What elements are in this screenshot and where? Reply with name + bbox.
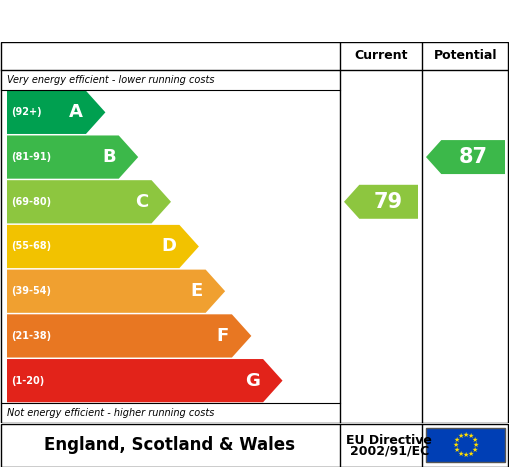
Text: E: E [190,282,203,300]
Text: Current: Current [354,50,408,63]
Text: (39-54): (39-54) [11,286,51,296]
Text: (21-38): (21-38) [11,331,51,341]
Text: F: F [217,327,229,345]
Text: (81-91): (81-91) [11,152,51,162]
Text: ★: ★ [452,442,459,448]
Text: ★: ★ [471,447,477,453]
Text: Not energy efficient - higher running costs: Not energy efficient - higher running co… [7,408,214,418]
Text: 79: 79 [374,192,403,212]
Text: (55-68): (55-68) [11,241,51,252]
Text: G: G [245,372,260,389]
Polygon shape [7,314,251,358]
Text: Energy Efficiency Rating: Energy Efficiency Rating [92,9,417,33]
Text: ★: ★ [472,442,479,448]
Text: A: A [69,103,83,121]
Text: ★: ★ [467,433,474,439]
Text: EU Directive: EU Directive [346,433,432,446]
Text: (69-80): (69-80) [11,197,51,207]
Polygon shape [426,140,505,174]
Polygon shape [7,225,199,268]
Text: ★: ★ [462,452,469,458]
Text: ★: ★ [462,432,469,438]
Polygon shape [7,91,105,134]
Text: Very energy efficient - lower running costs: Very energy efficient - lower running co… [7,75,214,85]
Text: ★: ★ [454,437,460,443]
Text: ★: ★ [471,437,477,443]
Text: ★: ★ [467,451,474,457]
Polygon shape [7,269,225,313]
Text: D: D [161,238,177,255]
Text: 87: 87 [459,147,488,167]
Text: B: B [102,148,116,166]
Text: ★: ★ [454,447,460,453]
Polygon shape [7,359,282,402]
Text: Potential: Potential [434,50,497,63]
Polygon shape [344,185,418,219]
Bar [426,428,505,462]
Text: England, Scotland & Wales: England, Scotland & Wales [44,436,296,454]
Text: ★: ★ [457,451,464,457]
Polygon shape [7,135,138,179]
Text: (1-20): (1-20) [11,375,44,386]
Text: ★: ★ [457,433,464,439]
Text: (92+): (92+) [11,107,42,117]
Text: C: C [135,193,149,211]
Text: 2002/91/EC: 2002/91/EC [350,445,429,458]
Polygon shape [7,180,171,223]
